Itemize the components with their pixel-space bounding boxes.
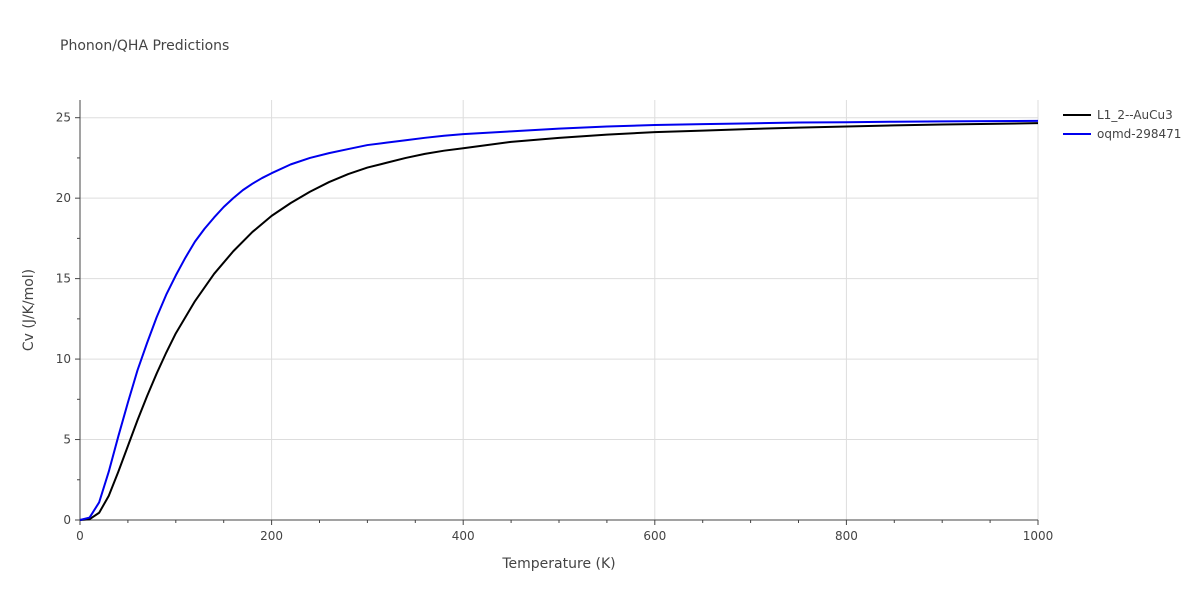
chart-title: Phonon/QHA Predictions	[60, 38, 229, 54]
legend[interactable]: L1_2--AuCu3 oqmd-298471	[1063, 108, 1181, 141]
x-axis-title: Temperature (K)	[501, 556, 615, 572]
y-tick-label: 10	[56, 352, 71, 366]
x-tick-label: 1000	[1023, 529, 1054, 543]
y-tick-label: 25	[56, 111, 71, 125]
tick-labels: 0 200 400 600 800 1000 0 5 10 15 20 25	[56, 111, 1054, 543]
y-tick-label: 0	[63, 513, 71, 527]
legend-entry-label[interactable]: oqmd-298471	[1097, 127, 1181, 141]
y-tick-label: 5	[63, 433, 71, 447]
y-axis-title: Cv (J/K/mol)	[21, 269, 37, 351]
series-line-2[interactable]	[79, 119, 1039, 521]
gridlines	[80, 100, 1039, 520]
y-tick-label: 15	[56, 272, 71, 286]
axes	[75, 100, 1039, 525]
x-tick-label: 600	[643, 529, 666, 543]
series-line-1[interactable]	[79, 122, 1039, 521]
x-tick-label: 0	[76, 529, 84, 543]
x-tick-label: 800	[835, 529, 858, 543]
legend-entry-label[interactable]: L1_2--AuCu3	[1097, 108, 1173, 122]
x-tick-label: 200	[260, 529, 283, 543]
x-tick-label: 400	[452, 529, 475, 543]
y-tick-label: 20	[56, 191, 71, 205]
series-lines	[79, 119, 1039, 521]
